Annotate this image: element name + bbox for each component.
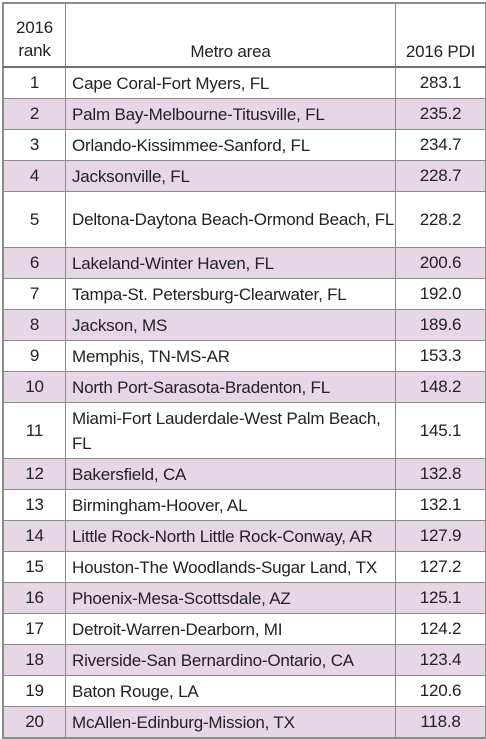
table-header-row: 2016 rank Metro area 2016 PDI [3, 3, 486, 68]
pdi-cell: 120.6 [395, 675, 486, 707]
rank-header-line2: rank [18, 41, 51, 60]
table-row: 3 Orlando-Kissimmee-Sanford, FL 234.7 [3, 129, 486, 161]
pdi-cell: 132.8 [395, 458, 486, 490]
rank-cell: 3 [3, 129, 66, 161]
rank-cell: 9 [3, 340, 66, 372]
table-row: 18 Riverside-San Bernardino-Ontario, CA 12… [3, 644, 486, 676]
rank-cell: 5 [3, 191, 66, 248]
rank-cell: 10 [3, 371, 66, 403]
rank-column-header: 2016 rank [3, 3, 66, 68]
table-row: 14 Little Rock-North Little Rock-Conway, … [3, 520, 486, 552]
pdi-cell: 192.0 [395, 278, 486, 310]
metro-cell: Baton Rouge, LA [65, 675, 396, 707]
pdi-cell: 132.1 [395, 489, 486, 521]
pdi-cell: 189.6 [395, 309, 486, 341]
rank-cell: 6 [3, 247, 66, 279]
pdi-cell: 118.8 [395, 706, 486, 738]
metro-cell: Phoenix-Mesa-Scottsdale, AZ [65, 582, 396, 614]
table-row: 12 Bakersfield, CA 132.8 [3, 458, 486, 490]
metro-cell: McAllen-Edinburg-Mission, TX [65, 706, 396, 738]
rank-cell: 18 [3, 644, 66, 676]
rank-cell: 8 [3, 309, 66, 341]
pdi-cell: 235.2 [395, 98, 486, 130]
metro-cell: Houston-The Woodlands-Sugar Land, TX [65, 551, 396, 583]
table-row: 2 Palm Bay-Melbourne-Titusville, FL 235.2 [3, 98, 486, 130]
rank-cell: 4 [3, 160, 66, 192]
pdi-cell: 124.2 [395, 613, 486, 645]
rank-cell: 2 [3, 98, 66, 130]
metro-cell: Bakersfield, CA [65, 458, 396, 490]
metro-cell: Memphis, TN-MS-AR [65, 340, 396, 372]
metro-cell: Orlando-Kissimmee-Sanford, FL [65, 129, 396, 161]
metro-cell: Jackson, MS [65, 309, 396, 341]
pdi-cell: 123.4 [395, 644, 486, 676]
pdi-cell: 228.2 [395, 191, 486, 248]
rank-cell: 17 [3, 613, 66, 645]
rank-header-line1: 2016 [15, 18, 54, 37]
pdi-cell: 200.6 [395, 247, 486, 279]
pdi-cell: 125.1 [395, 582, 486, 614]
pdi-cell: 153.3 [395, 340, 486, 372]
table-row: 17 Detroit-Warren-Dearborn, MI 124.2 [3, 613, 486, 645]
table-row: 7 Tampa-St. Petersburg-Clearwater, FL 192.… [3, 278, 486, 310]
metro-cell: Birmingham-Hoover, AL [65, 489, 396, 521]
pdi-cell: 145.1 [395, 402, 486, 459]
pdi-cell: 127.9 [395, 520, 486, 552]
rank-cell: 12 [3, 458, 66, 490]
rank-cell: 15 [3, 551, 66, 583]
rank-cell: 20 [3, 706, 66, 738]
table-row: 4 Jacksonville, FL 228.7 [3, 160, 486, 192]
table-row: 11 Miami-Fort Lauderdale-West Palm Beach,… [3, 402, 486, 459]
metro-cell: North Port-Sarasota-Bradenton, FL [65, 371, 396, 403]
metro-cell: Tampa-St. Petersburg-Clearwater, FL [65, 278, 396, 310]
table-row: 16 Phoenix-Mesa-Scottsdale, AZ 125.1 [3, 582, 486, 614]
rank-cell: 19 [3, 675, 66, 707]
table-row: 5 Deltona-Daytona Beach-Ormond Beach, FL 2… [3, 191, 486, 248]
rank-cell: 13 [3, 489, 66, 521]
metro-cell: Detroit-Warren-Dearborn, MI [65, 613, 396, 645]
pdi-cell: 148.2 [395, 371, 486, 403]
table-row: 9 Memphis, TN-MS-AR 153.3 [3, 340, 486, 372]
pdi-cell: 127.2 [395, 551, 486, 583]
table-row: 13 Birmingham-Hoover, AL 132.1 [3, 489, 486, 521]
metro-cell: Riverside-San Bernardino-Ontario, CA [65, 644, 396, 676]
table-row: 20 McAllen-Edinburg-Mission, TX 118.8 [3, 706, 486, 738]
pdi-cell: 228.7 [395, 160, 486, 192]
rank-cell: 1 [3, 66, 66, 99]
table-row: 19 Baton Rouge, LA 120.6 [3, 675, 486, 707]
rank-cell: 11 [3, 402, 66, 459]
metro-cell: Little Rock-North Little Rock-Conway, AR [65, 520, 396, 552]
metro-cell: Miami-Fort Lauderdale-West Palm Beach, F… [65, 402, 396, 459]
metro-column-header: Metro area [65, 3, 396, 68]
rank-cell: 16 [3, 582, 66, 614]
rank-cell: 7 [3, 278, 66, 310]
metro-cell: Lakeland-Winter Haven, FL [65, 247, 396, 279]
pdi-cell: 283.1 [395, 66, 486, 99]
metro-cell: Jacksonville, FL [65, 160, 396, 192]
table-row: 8 Jackson, MS 189.6 [3, 309, 486, 341]
pdi-column-header: 2016 PDI [395, 3, 486, 68]
metro-cell: Deltona-Daytona Beach-Ormond Beach, FL [65, 191, 396, 248]
rank-cell: 14 [3, 520, 66, 552]
metro-cell: Cape Coral-Fort Myers, FL [65, 66, 396, 99]
metro-cell: Palm Bay-Melbourne-Titusville, FL [65, 98, 396, 130]
table-row: 6 Lakeland-Winter Haven, FL 200.6 [3, 247, 486, 279]
table-row: 15 Houston-The Woodlands-Sugar Land, TX 12… [3, 551, 486, 583]
table-row: 1 Cape Coral-Fort Myers, FL 283.1 [3, 66, 486, 99]
pdi-cell: 234.7 [395, 129, 486, 161]
table-row: 10 North Port-Sarasota-Bradenton, FL 148.2 [3, 371, 486, 403]
